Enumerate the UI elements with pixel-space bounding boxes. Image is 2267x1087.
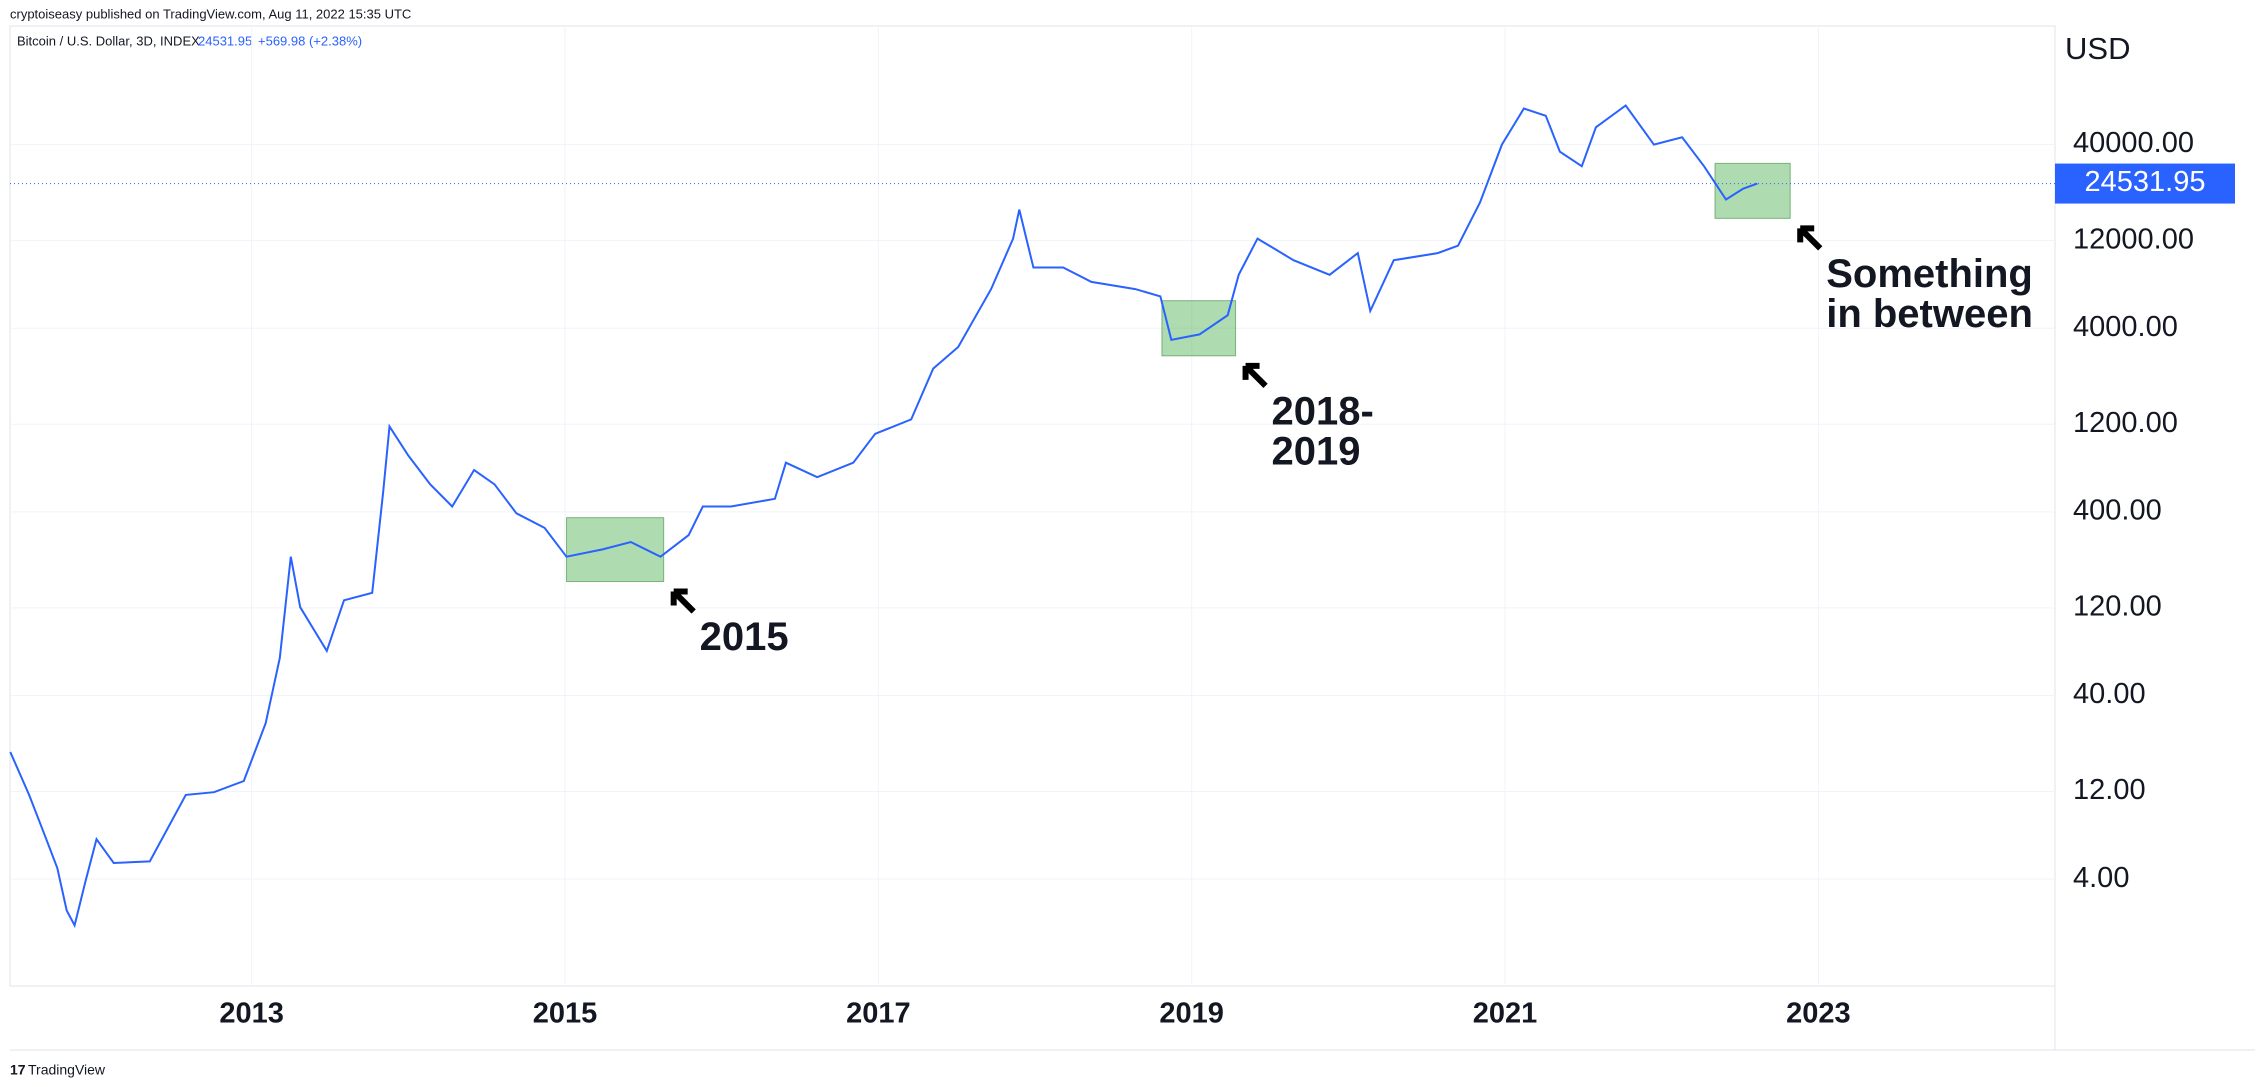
annotation: in between: [1826, 292, 2033, 336]
annotation: 2018-: [1272, 389, 1374, 433]
annotation: 2015: [700, 615, 789, 659]
footer: TradingView: [28, 1062, 106, 1078]
x-tick-label: 2019: [1159, 998, 1224, 1030]
x-tick-label: 2015: [533, 998, 598, 1030]
last-price-header: 24531.95: [198, 33, 252, 48]
y-tick-label: 4000.00: [2073, 311, 2178, 343]
logo: 17: [10, 1062, 26, 1078]
x-tick-label: 2021: [1473, 998, 1538, 1030]
price-label: 24531.95: [2085, 166, 2206, 198]
y-tick-label: 400.00: [2073, 495, 2162, 527]
annotation: 2019: [1272, 429, 1361, 473]
y-tick-label: 12000.00: [2073, 223, 2194, 255]
publisher: cryptoiseasy published on TradingView.co…: [10, 6, 411, 21]
y-tick-label: 12.00: [2073, 774, 2146, 806]
price-line: [9, 104, 1758, 929]
x-tick-label: 2013: [219, 998, 284, 1030]
y-tick-label: 120.00: [2073, 591, 2162, 623]
x-tick-label: 2023: [1786, 998, 1851, 1030]
arrow: [1797, 225, 1823, 251]
y-tick-label: 40000.00: [2073, 127, 2194, 159]
change: +569.98 (+2.38%): [258, 33, 362, 48]
arrow: [670, 588, 696, 614]
currency: USD: [2065, 31, 2130, 66]
arrow: [1242, 362, 1268, 388]
price-label-bg: [2055, 163, 2235, 204]
y-tick-label: 1200.00: [2073, 407, 2178, 439]
symbol: Bitcoin / U.S. Dollar, 3D, INDEX: [17, 33, 200, 48]
annotation: Something: [1826, 252, 2033, 296]
x-tick-label: 2017: [846, 998, 911, 1030]
y-tick-label: 4.00: [2073, 862, 2129, 894]
highlight-box: [1161, 300, 1237, 357]
y-tick-label: 40.00: [2073, 678, 2146, 710]
highlight-box: [566, 517, 665, 583]
highlight-box: [1714, 162, 1791, 219]
